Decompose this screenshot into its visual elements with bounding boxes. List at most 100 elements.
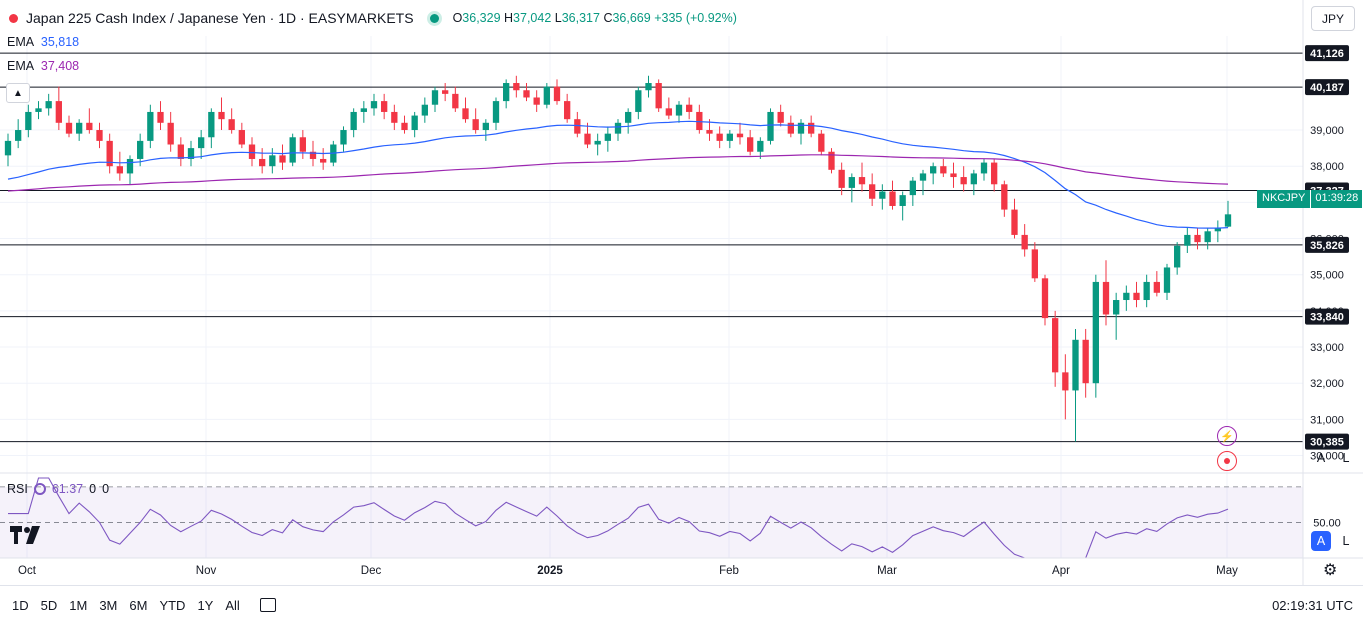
target-button[interactable] xyxy=(1217,451,1237,471)
support-resistance-levels xyxy=(0,52,1303,443)
utc-clock[interactable]: 02:19:31 UTC xyxy=(1272,597,1353,613)
currency-selector[interactable]: JPY xyxy=(1311,6,1355,31)
rsi-auto-scale-button[interactable]: A xyxy=(1311,531,1331,551)
timeframe-3m[interactable]: 3M xyxy=(99,597,118,613)
candle-body xyxy=(187,148,195,159)
candle-body xyxy=(604,133,611,141)
candle-body xyxy=(635,90,642,112)
candle-body xyxy=(930,166,937,174)
candle-body xyxy=(1062,372,1069,391)
time-axis: Oct Nov Dec 2025 Feb Mar Apr May xyxy=(0,557,1363,577)
candle-body xyxy=(919,173,927,181)
candle-body xyxy=(259,158,266,167)
log-scale-button[interactable]: L xyxy=(1342,451,1350,465)
candle-body xyxy=(787,122,794,134)
rsi-value: 61.37 xyxy=(51,482,84,496)
price-tick-label: 39,000 xyxy=(1310,125,1344,137)
candle-body xyxy=(828,151,835,170)
ema-fast-value: 35,818 xyxy=(40,35,80,49)
candle-body xyxy=(45,101,52,109)
candle-body xyxy=(350,111,357,131)
bottom-toolbar: 1D 5D 1M 3M 6M YTD 1Y All 02:19:31 UTC xyxy=(0,585,1363,624)
candle-body xyxy=(808,122,815,134)
symbol-title[interactable]: Japan 225 Cash Index / Japanese Yen · 1D… xyxy=(26,10,414,26)
rsi-mid-label: 50.00 xyxy=(1313,517,1341,529)
chart-header: Japan 225 Cash Index / Japanese Yen · 1D… xyxy=(0,0,737,36)
candle-body xyxy=(360,108,367,112)
candle-body xyxy=(879,191,886,199)
rsi-extra-2: 0 xyxy=(102,482,110,496)
candle-body xyxy=(309,151,317,159)
rsi-label: RSI xyxy=(7,482,28,496)
candle-body xyxy=(370,101,378,109)
tradingview-logo-icon[interactable] xyxy=(10,526,42,550)
level-price-badge xyxy=(1305,433,1349,450)
candle-body xyxy=(899,195,906,206)
candle-body xyxy=(574,119,581,134)
candle-body xyxy=(35,108,42,112)
candle-body xyxy=(706,130,713,134)
high-value: 37,042 xyxy=(513,11,552,25)
candle-body xyxy=(1143,281,1150,301)
chart-canvas[interactable]: 39,00038,00037,00036,00035,00034,00033,0… xyxy=(0,0,1363,585)
candle-body xyxy=(167,122,174,145)
symbol-tag: NKCJPY xyxy=(1257,190,1311,208)
candle-body xyxy=(523,90,530,98)
timeframe-1m[interactable]: 1M xyxy=(69,597,88,613)
ema-fast-label: EMA xyxy=(7,35,34,49)
rsi-legend[interactable]: RSI 61.37 0 0 xyxy=(7,482,109,496)
time-tick-label: Apr xyxy=(1052,565,1070,577)
candle-body xyxy=(472,119,479,131)
timeframe-1d[interactable]: 1D xyxy=(12,597,29,613)
candle-body xyxy=(1072,339,1079,391)
candle-body xyxy=(421,104,428,116)
candle-body xyxy=(452,93,459,109)
timeframe-6m[interactable]: 6M xyxy=(129,597,148,613)
candle-body xyxy=(96,130,103,141)
candle-body xyxy=(106,140,113,167)
ema-fast-legend[interactable]: EMA 35,818 xyxy=(7,35,79,49)
candle-body xyxy=(177,144,184,159)
level-price-label: 35,826 xyxy=(1310,240,1344,252)
candle-body xyxy=(655,83,662,109)
candle-body xyxy=(909,180,916,196)
countdown-tag: 01:39:28 xyxy=(1310,190,1363,208)
candle-body xyxy=(503,83,510,102)
settings-gear-icon[interactable]: ⚙ xyxy=(1323,562,1338,579)
candle-body xyxy=(553,86,561,102)
rsi-settings-icon[interactable] xyxy=(33,483,46,495)
grid xyxy=(0,36,1303,558)
candle-body xyxy=(1133,292,1140,301)
candle-body xyxy=(980,162,988,174)
candle-body xyxy=(55,101,62,123)
lightning-button[interactable]: ⚡ xyxy=(1217,426,1237,446)
candle-body xyxy=(675,104,683,116)
time-tick-label: May xyxy=(1216,565,1238,577)
timeframe-all[interactable]: All xyxy=(225,597,240,613)
price-axis: 39,00038,00037,00036,00035,00034,00033,0… xyxy=(1302,0,1349,585)
time-tick-label: Oct xyxy=(18,565,37,577)
calendar-range-icon[interactable] xyxy=(259,598,276,612)
ema-slow-legend[interactable]: EMA 37,408 xyxy=(7,59,79,73)
candle-body xyxy=(1052,318,1059,373)
candle-body xyxy=(147,111,154,141)
candle-body xyxy=(858,177,866,185)
candle-body xyxy=(970,173,977,185)
timeframe-ytd[interactable]: YTD xyxy=(159,597,186,613)
rsi-log-scale-button[interactable]: L xyxy=(1342,534,1350,548)
timeframe-1y[interactable]: 1Y xyxy=(197,597,214,613)
level-price-badge xyxy=(1305,45,1349,62)
collapse-legend-button[interactable]: ▲ xyxy=(6,83,30,103)
candle-body xyxy=(564,101,571,120)
candle-body xyxy=(991,162,998,185)
price-tick-label: 32,000 xyxy=(1310,378,1344,390)
candle-body xyxy=(716,133,723,141)
candle-body xyxy=(777,111,784,123)
candle-body xyxy=(320,158,327,163)
candle-body xyxy=(797,122,805,134)
auto-scale-button[interactable]: A xyxy=(1316,451,1326,465)
timeframe-5d[interactable]: 5D xyxy=(40,597,58,613)
candle-body xyxy=(818,133,825,152)
candle-body xyxy=(401,122,408,131)
candle-body xyxy=(1082,339,1089,384)
